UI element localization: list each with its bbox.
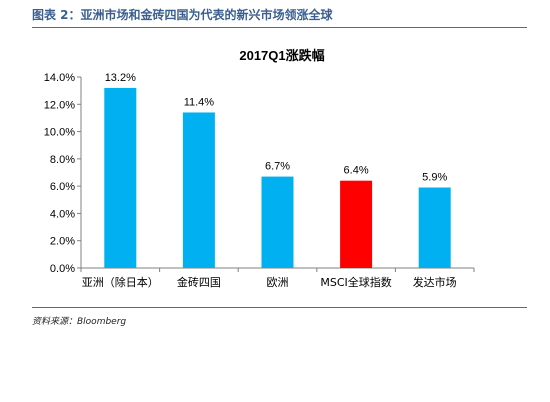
bar-value-label: 6.4% [344,165,369,177]
bar-value-label: 5.9% [422,172,447,184]
x-tick-label: 亚洲（除日本） [82,275,159,289]
bars: 13.2% 11.4% 6.7% 6.4% 5.9% [104,72,451,269]
bar-value-label: 11.4% [184,96,215,108]
y-tick-label: 6.0% [50,181,75,193]
bar [340,180,373,268]
x-tick-label: 发达市场 [413,275,457,289]
y-tick-label: 2.0% [50,236,75,248]
bar [104,87,137,269]
x-tick-label: 欧洲 [267,276,289,289]
y-tick-label: 14.0% [44,72,75,84]
bottom-rule [32,307,527,308]
bar [418,187,451,268]
y-tick-label: 8.0% [50,154,75,166]
y-tick-label: 12.0% [44,99,75,111]
top-rule [32,27,527,28]
y-tick-label: 0.0% [50,263,75,275]
figure-title: 图表 2：亚洲市场和金砖四国为代表的新兴市场领涨全球 [32,8,333,22]
axes: 0.0% 2.0% 4.0% 6.0% 8.0% 10.0% 12.0% 14.0% 亚洲（除日… [44,72,475,289]
x-tick-label: MSCI全球指数 [320,275,391,289]
y-tick-label: 4.0% [50,208,75,220]
bar [182,112,215,268]
x-tick-label: 金砖四国 [177,275,221,289]
bar [261,176,294,268]
bar-value-label: 6.7% [265,161,290,173]
y-tick-label: 10.0% [44,127,75,139]
source-note: 资料来源：Bloomberg [32,317,127,327]
chart-title: 2017Q1涨跌幅 [239,48,324,63]
bar-value-label: 13.2% [105,72,136,84]
